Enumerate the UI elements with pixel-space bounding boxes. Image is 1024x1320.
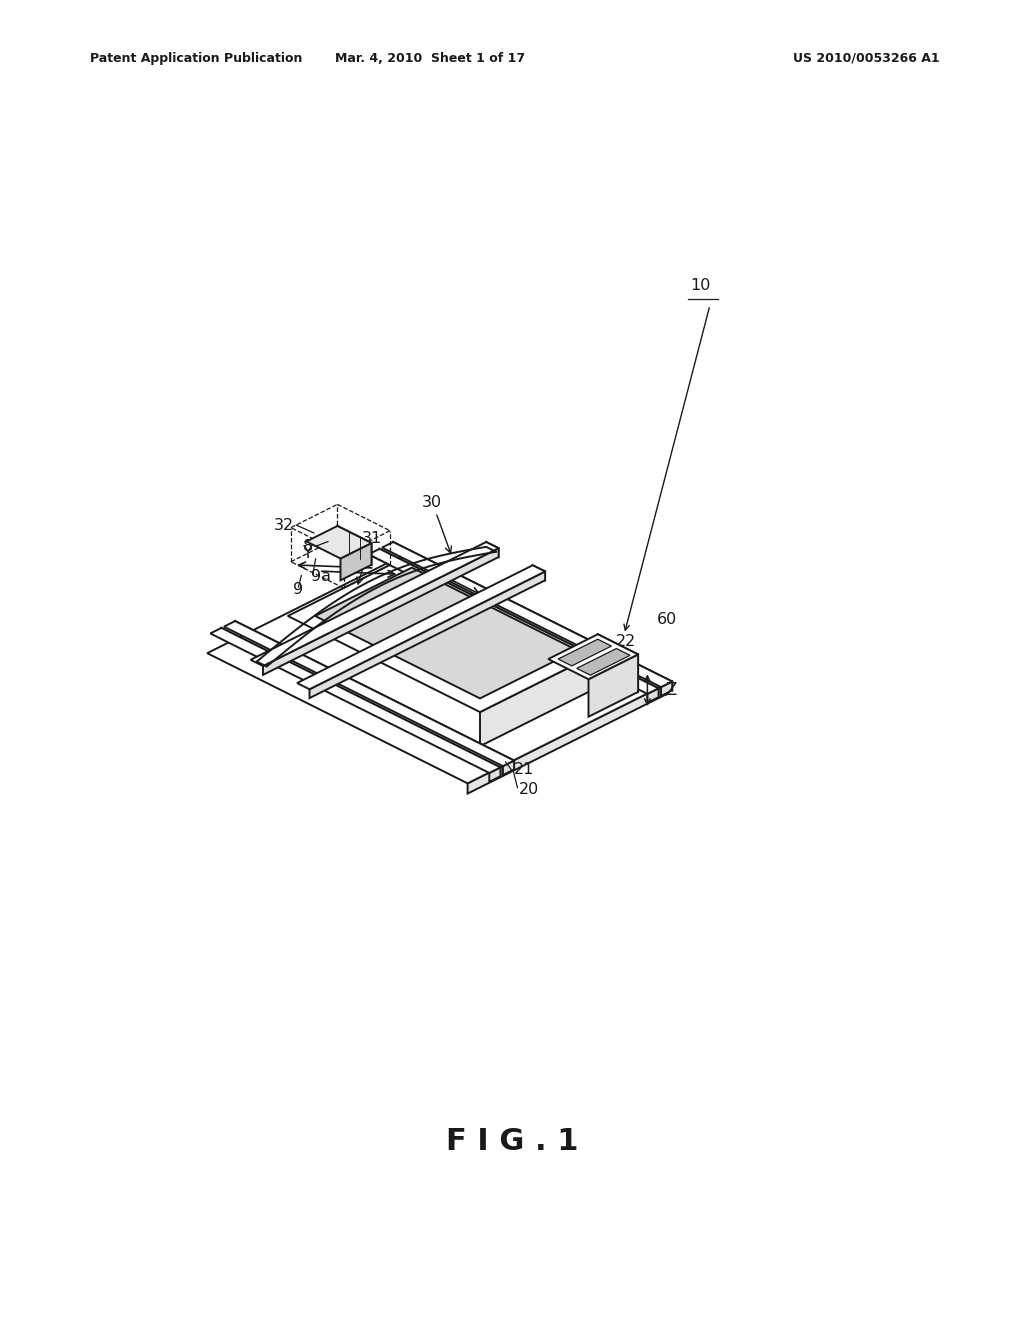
Text: 9: 9: [293, 582, 303, 597]
Polygon shape: [210, 628, 501, 774]
Text: 32: 32: [274, 517, 294, 532]
Polygon shape: [297, 565, 545, 689]
Polygon shape: [647, 688, 658, 702]
Polygon shape: [306, 525, 372, 558]
Text: 8: 8: [303, 539, 313, 554]
Text: Y: Y: [302, 544, 312, 562]
Text: 20: 20: [518, 783, 539, 797]
Polygon shape: [221, 628, 501, 776]
Polygon shape: [263, 548, 499, 675]
Polygon shape: [207, 554, 666, 783]
Polygon shape: [558, 639, 611, 665]
Polygon shape: [380, 549, 658, 697]
Polygon shape: [480, 649, 604, 746]
Polygon shape: [315, 568, 577, 698]
Polygon shape: [341, 543, 372, 581]
Text: B: B: [499, 639, 510, 653]
Text: X: X: [453, 603, 464, 622]
Polygon shape: [486, 543, 499, 557]
Text: Patent Application Publication: Patent Application Publication: [90, 51, 302, 65]
Text: 22: 22: [616, 634, 636, 648]
Text: 5: 5: [512, 649, 522, 664]
Polygon shape: [532, 565, 545, 581]
Text: 30: 30: [422, 495, 452, 553]
Polygon shape: [589, 655, 638, 717]
Polygon shape: [598, 635, 638, 692]
Polygon shape: [412, 554, 604, 684]
Text: F I G . 1: F I G . 1: [445, 1127, 579, 1156]
Polygon shape: [337, 525, 372, 565]
Polygon shape: [309, 572, 545, 698]
Polygon shape: [662, 681, 672, 696]
Polygon shape: [288, 554, 604, 711]
Polygon shape: [251, 543, 499, 667]
Text: Mar. 4, 2010  Sheet 1 of 17: Mar. 4, 2010 Sheet 1 of 17: [335, 51, 525, 65]
Polygon shape: [382, 543, 672, 688]
Polygon shape: [548, 635, 638, 680]
Polygon shape: [236, 620, 514, 770]
Polygon shape: [468, 684, 666, 793]
Polygon shape: [393, 543, 672, 690]
Text: 31: 31: [356, 531, 382, 583]
Text: 10: 10: [690, 279, 711, 293]
Text: 21: 21: [513, 762, 534, 777]
Text: US 2010/0053266 A1: US 2010/0053266 A1: [794, 51, 940, 65]
Text: Z: Z: [666, 681, 677, 700]
Polygon shape: [224, 620, 514, 766]
Polygon shape: [406, 554, 666, 694]
Text: 9a: 9a: [310, 569, 331, 585]
Polygon shape: [489, 767, 501, 781]
Text: 60: 60: [656, 611, 677, 627]
Polygon shape: [503, 760, 514, 775]
Polygon shape: [369, 549, 658, 694]
Polygon shape: [577, 648, 630, 675]
